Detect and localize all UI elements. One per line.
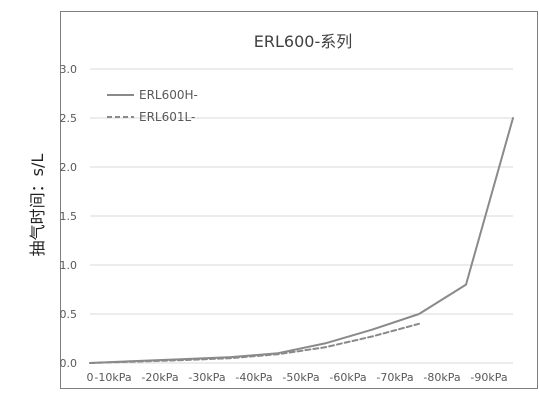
gridlines: [90, 68, 513, 315]
y-tick-label: 2.0: [60, 161, 78, 174]
series-line-2: [89, 322, 420, 364]
chart-title: ERL600-系列: [254, 32, 352, 51]
legend: ERL600H- ERL601L-: [107, 88, 198, 124]
y-axis-label: 抽气时间：s/L: [28, 153, 47, 257]
legend-label-2: ERL601L-: [139, 110, 195, 124]
legend-label-1: ERL600H-: [139, 88, 198, 102]
y-tick-label: 1.0: [60, 259, 78, 272]
x-tick-label: -40kPa: [235, 371, 272, 384]
x-tick-label: 0: [87, 371, 94, 384]
x-tick-label: -70kPa: [376, 371, 413, 384]
chart-frame: [60, 11, 538, 389]
series-line-1: [89, 117, 514, 364]
x-tick-label: -30kPa: [188, 371, 225, 384]
x-tick-label: -20kPa: [141, 371, 178, 384]
x-tick-label: -90kPa: [470, 371, 507, 384]
x-tick-label: -60kPa: [329, 371, 366, 384]
y-axis-label-container: 抽气时间：s/L: [16, 120, 56, 290]
y-tick-label: 0.5: [60, 308, 78, 321]
x-tick-label: -80kPa: [423, 371, 460, 384]
y-tick-label: 2.5: [60, 112, 78, 125]
x-tick-label: -50kPa: [282, 371, 319, 384]
y-tick-label: 3.0: [60, 63, 78, 76]
axes: 0.0 0.5 1.0 1.5 2.0 2.5 3.0 0 -10kPa -20kPa -30kPa…: [60, 63, 513, 384]
series-lines: [89, 117, 514, 364]
y-tick-label: 0.0: [60, 357, 78, 370]
x-tick-label: -10kPa: [94, 371, 131, 384]
y-tick-label: 1.5: [60, 210, 78, 223]
